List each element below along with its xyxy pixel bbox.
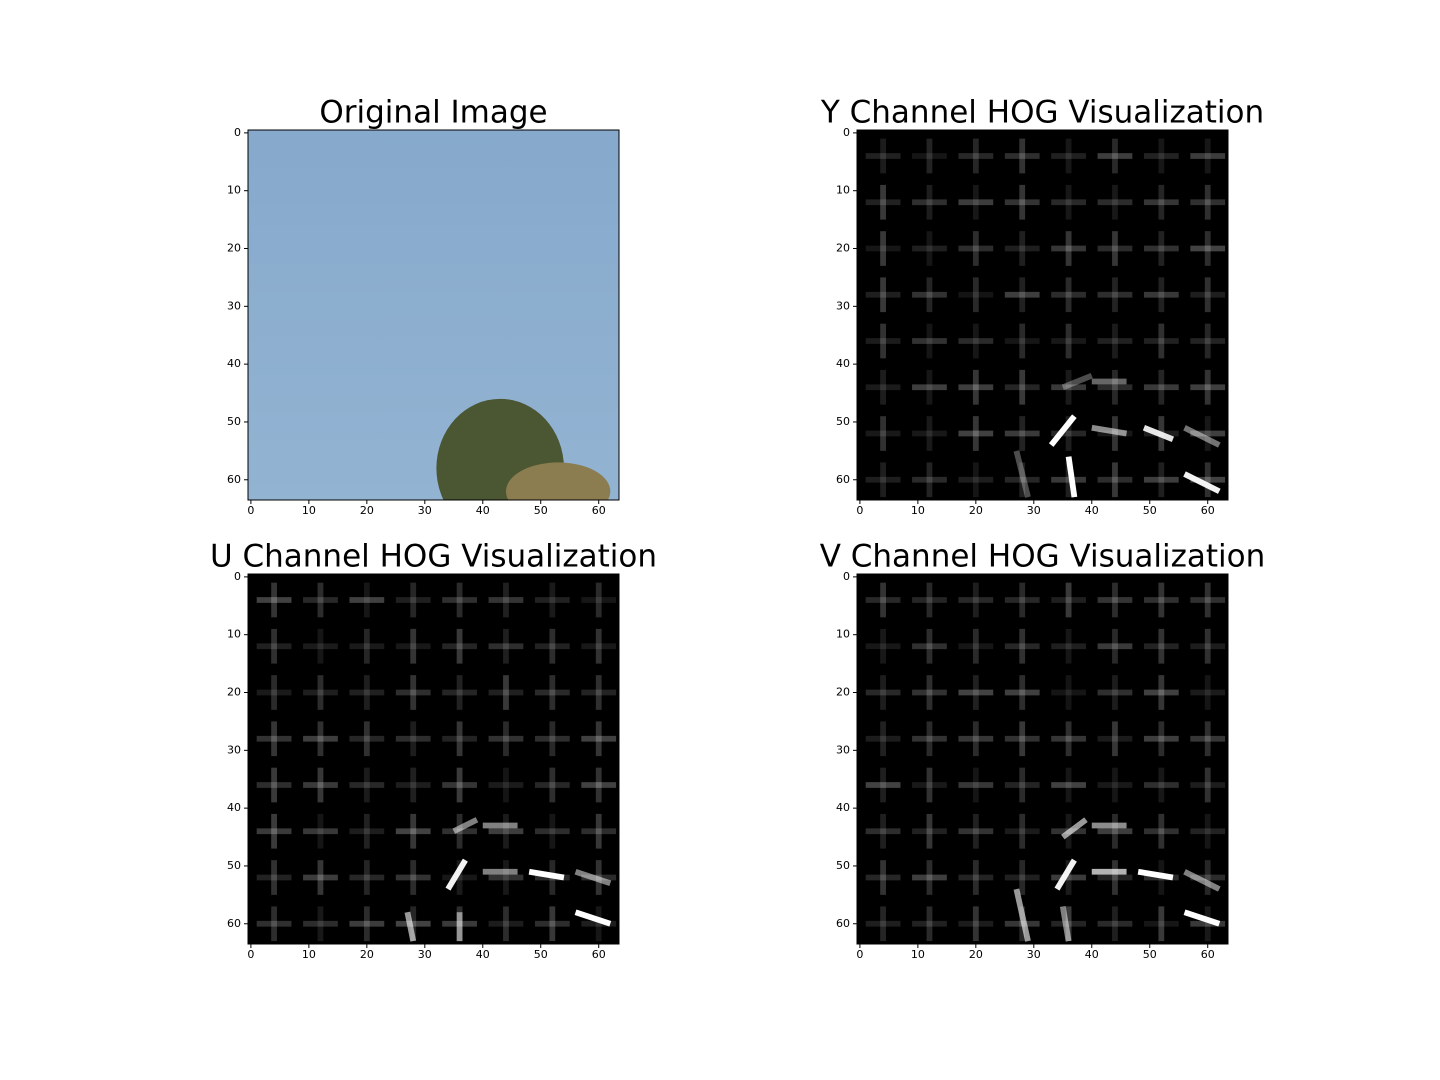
x-tick-label: 60 xyxy=(1201,504,1215,517)
x-tick-label: 40 xyxy=(476,948,490,961)
y-tick-label: 30 xyxy=(227,299,241,312)
y-tick-label: 50 xyxy=(836,859,850,872)
y-tick-label: 0 xyxy=(234,126,241,139)
tree-light xyxy=(505,462,611,500)
y-tick-label: 0 xyxy=(234,570,241,583)
hog-stroke xyxy=(1183,425,1221,448)
x-tick-label: 20 xyxy=(360,504,374,517)
y-tick-label: 20 xyxy=(227,686,241,699)
x-tick-label: 40 xyxy=(1085,948,1099,961)
background xyxy=(857,130,1228,500)
hog-stroke xyxy=(574,868,612,887)
y-tick-label: 10 xyxy=(836,628,850,641)
x-tick-label: 0 xyxy=(856,948,863,961)
y-tick-label: 30 xyxy=(836,743,850,756)
x-tick-label: 40 xyxy=(1085,504,1099,517)
y-tick-label: 30 xyxy=(227,743,241,756)
hog-stroke xyxy=(1065,456,1078,498)
x-tick-label: 0 xyxy=(247,948,254,961)
hog-stroke xyxy=(1048,414,1077,447)
hog-stroke xyxy=(1013,450,1031,498)
subplot-title: Y Channel HOG Visualization xyxy=(820,95,1264,131)
y-tick-label: 20 xyxy=(836,242,850,255)
y-tick-label: 40 xyxy=(227,801,241,814)
x-tick-label: 40 xyxy=(476,504,490,517)
x-tick-label: 0 xyxy=(247,504,254,517)
subplot-title: U Channel HOG Visualization xyxy=(210,539,657,575)
y-tick-label: 50 xyxy=(227,859,241,872)
image xyxy=(857,130,1228,500)
background xyxy=(248,574,619,944)
x-tick-label: 60 xyxy=(592,948,606,961)
hog-stroke xyxy=(404,911,417,942)
y-tick-label: 10 xyxy=(227,628,241,641)
x-tick-label: 60 xyxy=(592,504,606,517)
subplot-title: Original Image xyxy=(319,95,547,131)
x-tick-label: 50 xyxy=(534,948,548,961)
y-tick-label: 40 xyxy=(836,801,850,814)
hog-stroke xyxy=(1091,424,1128,437)
x-tick-label: 10 xyxy=(302,948,316,961)
x-tick-label: 20 xyxy=(969,948,983,961)
y-tick-label: 50 xyxy=(227,415,241,428)
axes-frame xyxy=(247,129,620,501)
axes-frame xyxy=(247,573,620,945)
hog-stroke xyxy=(1137,868,1174,881)
y-tick-label: 60 xyxy=(836,917,850,930)
x-tick-label: 0 xyxy=(856,504,863,517)
y-tick-label: 20 xyxy=(227,242,241,255)
axes-frame xyxy=(856,573,1229,945)
hog-stroke xyxy=(1183,471,1221,494)
x-tick-label: 50 xyxy=(1143,504,1157,517)
hog-stroke xyxy=(1142,425,1175,442)
y-tick-label: 60 xyxy=(227,917,241,930)
sky xyxy=(248,130,619,500)
y-tick-label: 40 xyxy=(836,357,850,370)
subplot: Original Image 0 10 20 30 40 50 60 0 10 20 30 40 50 60 xyxy=(227,95,620,517)
y-tick-label: 60 xyxy=(836,473,850,486)
axes-frame xyxy=(856,129,1229,501)
image xyxy=(248,574,619,944)
hog-stroke xyxy=(1061,817,1088,840)
x-tick-label: 60 xyxy=(1201,948,1215,961)
x-tick-label: 10 xyxy=(911,504,925,517)
x-tick-label: 20 xyxy=(360,948,374,961)
y-tick-label: 60 xyxy=(227,473,241,486)
x-tick-label: 30 xyxy=(1027,948,1041,961)
x-tick-label: 30 xyxy=(418,504,432,517)
y-tick-label: 0 xyxy=(843,570,850,583)
hog-stroke xyxy=(1061,373,1093,390)
x-tick-label: 50 xyxy=(1143,948,1157,961)
subplot-title: V Channel HOG Visualization xyxy=(820,539,1266,575)
hog-stroke xyxy=(1183,869,1221,892)
y-tick-label: 10 xyxy=(836,184,850,197)
image xyxy=(857,574,1228,944)
hog-stroke xyxy=(1054,858,1077,891)
y-tick-label: 50 xyxy=(836,415,850,428)
y-tick-label: 30 xyxy=(836,299,850,312)
image xyxy=(248,130,619,500)
y-tick-label: 20 xyxy=(836,686,850,699)
y-tick-label: 0 xyxy=(843,126,850,139)
x-tick-label: 50 xyxy=(534,504,548,517)
hog-stroke xyxy=(528,868,565,881)
y-tick-label: 10 xyxy=(227,184,241,197)
hog-stroke xyxy=(445,858,468,891)
x-tick-label: 30 xyxy=(418,948,432,961)
x-tick-label: 10 xyxy=(911,948,925,961)
background xyxy=(857,574,1228,944)
hog-stroke xyxy=(574,909,612,927)
x-tick-label: 20 xyxy=(969,504,983,517)
x-tick-label: 10 xyxy=(302,504,316,517)
hog-stroke xyxy=(1059,905,1072,942)
hog-stroke xyxy=(1183,909,1221,927)
hog-stroke xyxy=(452,817,479,834)
x-tick-label: 30 xyxy=(1027,504,1041,517)
hog-stroke xyxy=(1013,888,1031,942)
y-tick-label: 40 xyxy=(227,357,241,370)
